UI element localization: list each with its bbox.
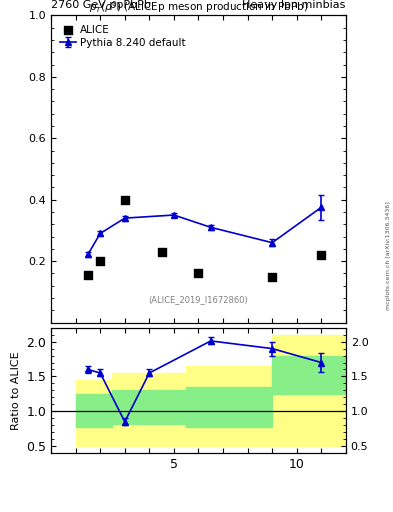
ALICE [318, 251, 325, 259]
ALICE [269, 273, 275, 281]
ALICE [195, 269, 202, 278]
Title: $p_T(\rho^0)$ (ALICEp meson production in PbPb): $p_T(\rho^0)$ (ALICEp meson production i… [89, 0, 308, 15]
ALICE [85, 271, 91, 279]
Text: mcplots.cern.ch [arXiv:1306.3436]: mcplots.cern.ch [arXiv:1306.3436] [386, 202, 391, 310]
ALICE [97, 257, 103, 265]
ALICE [122, 196, 128, 204]
Legend: ALICE, Pythia 8.240 default: ALICE, Pythia 8.240 default [56, 20, 190, 52]
Text: 2760 GeV ppPbPb: 2760 GeV ppPbPb [51, 0, 151, 10]
Y-axis label: Ratio to ALICE: Ratio to ALICE [11, 351, 21, 430]
Text: Heavy Ion minbias: Heavy Ion minbias [242, 0, 346, 10]
Text: (ALICE_2019_I1672860): (ALICE_2019_I1672860) [149, 295, 248, 304]
ALICE [158, 248, 165, 256]
